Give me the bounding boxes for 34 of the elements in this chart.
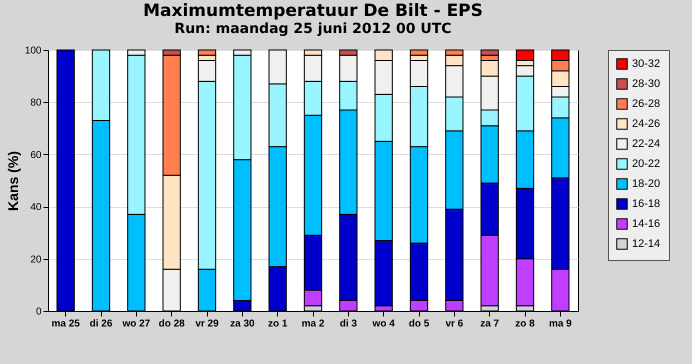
legend-label: 28-30 xyxy=(632,78,660,90)
x-tick-label: ma 9 xyxy=(548,318,572,330)
y-axis-title: Kans (%) xyxy=(4,151,21,211)
x-tick-label: do 28 xyxy=(158,318,186,330)
x-tick-label: za 30 xyxy=(230,318,255,330)
y-tick-label: 80 xyxy=(30,98,42,109)
x-tick-label: ma 25 xyxy=(51,318,80,330)
x-tick-label: zo 1 xyxy=(268,318,288,330)
x-tick-label: do 5 xyxy=(408,318,430,330)
legend-label: 22-24 xyxy=(632,138,660,150)
x-tick-label: di 3 xyxy=(340,318,358,330)
y-tick-label: 20 xyxy=(30,254,42,266)
legend-label: 18-20 xyxy=(632,178,660,190)
x-tick-label: wo 4 xyxy=(372,318,396,330)
chart-title: Maximumtemperatuur De Bilt - EPS xyxy=(143,1,483,21)
legend-label: 24-26 xyxy=(632,118,660,130)
legend-label: 20-22 xyxy=(632,158,660,170)
legend-label: 12-14 xyxy=(632,238,660,250)
legend-label: 26-28 xyxy=(632,98,660,110)
legend-label: 16-18 xyxy=(632,198,660,210)
y-tick-label: 0 xyxy=(36,306,42,318)
y-tick-label: 40 xyxy=(30,202,42,214)
y-tick-label: 100 xyxy=(24,46,42,56)
x-tick-label: ma 2 xyxy=(302,318,325,330)
y-tick-label: 60 xyxy=(30,150,42,161)
x-tick-label: wo 27 xyxy=(121,318,151,330)
x-tick-label: vr 29 xyxy=(195,318,220,330)
legend-label: 14-16 xyxy=(632,218,660,230)
x-tick-label: di 26 xyxy=(90,318,113,330)
x-tick-label: vr 6 xyxy=(445,318,464,330)
chart-subtitle: Run: maandag 25 juni 2012 00 UTC xyxy=(174,21,452,37)
legend-label: 30-32 xyxy=(632,58,660,70)
x-tick-label: zo 8 xyxy=(515,318,536,330)
x-tick-label: za 7 xyxy=(480,318,500,330)
